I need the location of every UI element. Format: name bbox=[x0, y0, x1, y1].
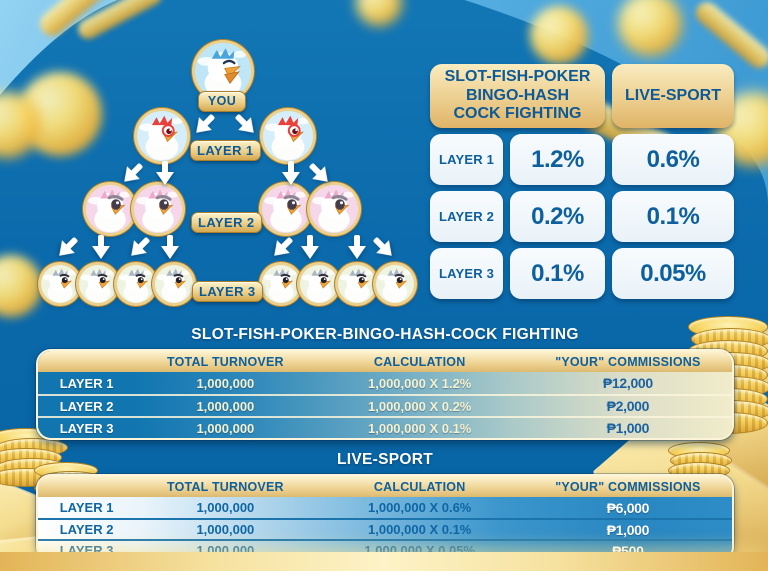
calculation-value: 1,000,000 X 0.6% bbox=[368, 500, 472, 515]
rate-row-label: LAYER 1 bbox=[430, 134, 503, 185]
table-row: LAYER 1 1,000,000 1,000,000 X 1.2% ₱12,0… bbox=[38, 372, 732, 394]
down-arrow-icon bbox=[348, 235, 366, 261]
rate-value-sport: 0.1% bbox=[612, 191, 734, 242]
gold-coin-icon bbox=[618, 0, 682, 56]
down-arrow-icon bbox=[301, 235, 319, 261]
live-sport-section-title: LIVE-SPORT bbox=[336, 451, 433, 468]
layer-2-avatar bbox=[134, 185, 182, 233]
table-header-row: TOTAL TURNOVER CALCULATION "YOUR" COMMIS… bbox=[38, 351, 732, 372]
layer-3-avatar bbox=[41, 265, 79, 303]
layer-3-avatar bbox=[338, 265, 376, 303]
row-label: LAYER 3 bbox=[59, 420, 114, 436]
turnover-value: 1,000,000 bbox=[196, 500, 255, 515]
layer-3-avatar bbox=[376, 265, 414, 303]
layer-3-avatar bbox=[155, 265, 193, 303]
table-row: LAYER 3 1,000,000 1,000,000 X 0.1% ₱1,00… bbox=[38, 416, 732, 438]
down-arrow-icon bbox=[156, 161, 174, 187]
layer-2-avatar bbox=[86, 185, 134, 233]
row-label: LAYER 2 bbox=[59, 522, 114, 537]
column-header-your-commissions: "YOUR" COMMISSIONS bbox=[555, 479, 701, 494]
down-arrow-icon bbox=[123, 232, 154, 263]
rate-row-label: LAYER 3 bbox=[430, 248, 503, 299]
games-section-title: SLOT-FISH-POKER-BINGO-HASH-COCK FIGHTING bbox=[191, 326, 579, 343]
turnover-value: 1,000,000 bbox=[196, 398, 255, 414]
layer-3-badge: LAYER 3 bbox=[192, 281, 263, 302]
table-row: LAYER 2 1,000,000 1,000,000 X 0.2% ₱2,00… bbox=[38, 394, 732, 416]
layer-2-badge: LAYER 2 bbox=[191, 212, 262, 233]
layer-3-avatar bbox=[262, 265, 300, 303]
down-arrow-icon bbox=[92, 235, 110, 261]
layer-2-avatar bbox=[262, 185, 310, 233]
commission-value: ₱6,000 bbox=[606, 499, 650, 516]
you-badge: YOU bbox=[198, 91, 246, 112]
commission-value: ₱1,000 bbox=[606, 521, 650, 538]
rate-row-label: LAYER 2 bbox=[430, 191, 503, 242]
row-label: LAYER 1 bbox=[59, 375, 114, 391]
turnover-value: 1,000,000 bbox=[196, 420, 255, 436]
games-commission-table: TOTAL TURNOVER CALCULATION "YOUR" COMMIS… bbox=[36, 349, 734, 440]
layer-2-avatar bbox=[310, 185, 358, 233]
down-arrow-icon bbox=[116, 158, 147, 189]
down-arrow-icon bbox=[282, 161, 300, 187]
turnover-value: 1,000,000 bbox=[196, 522, 255, 537]
live-sport-commission-section: LIVE-SPORT TOTAL TURNOVER CALCULATION "Y… bbox=[36, 451, 734, 562]
commission-value: ₱2,000 bbox=[606, 398, 650, 414]
commission-value: ₱12,000 bbox=[602, 375, 653, 391]
commission-rate-table: SLOT-FISH-POKER BINGO-HASH COCK FIGHTING… bbox=[430, 64, 737, 299]
calculation-value: 1,000,000 X 0.1% bbox=[368, 420, 472, 436]
layer-3-avatar bbox=[117, 265, 155, 303]
table-row: LAYER 1 1,000,000 1,000,000 X 0.6% ₱6,00… bbox=[38, 497, 732, 518]
calculation-value: 1,000,000 X 1.2% bbox=[368, 375, 472, 391]
rate-header-live-sport: LIVE-SPORT bbox=[612, 64, 734, 128]
down-arrow-icon bbox=[188, 109, 219, 140]
rate-value-sport: 0.6% bbox=[612, 134, 734, 185]
referral-pyramid: YOU LAYER 1 LAYER 2 LAYER 3 bbox=[25, 35, 430, 317]
column-header-total-turnover: TOTAL TURNOVER bbox=[167, 354, 284, 369]
rate-value-games: 0.2% bbox=[510, 191, 605, 242]
layer-1-avatar bbox=[137, 111, 187, 161]
down-arrow-icon bbox=[266, 232, 297, 263]
row-label: LAYER 2 bbox=[59, 398, 114, 414]
rate-header-games: SLOT-FISH-POKER BINGO-HASH COCK FIGHTING bbox=[430, 64, 605, 128]
down-arrow-icon bbox=[368, 232, 399, 263]
down-arrow-icon bbox=[51, 232, 82, 263]
live-sport-commission-table: TOTAL TURNOVER CALCULATION "YOUR" COMMIS… bbox=[36, 474, 734, 562]
rate-value-games: 0.1% bbox=[510, 248, 605, 299]
layer-3-avatar bbox=[79, 265, 117, 303]
down-arrow-icon bbox=[230, 109, 261, 140]
layer-1-avatar bbox=[263, 111, 313, 161]
calculation-value: 1,000,000 X 0.2% bbox=[368, 398, 472, 414]
calculation-value: 1,000,000 X 0.1% bbox=[368, 522, 472, 537]
table-row: LAYER 2 1,000,000 1,000,000 X 0.1% ₱1,00… bbox=[38, 518, 732, 539]
column-header-your-commissions: "YOUR" COMMISSIONS bbox=[555, 354, 701, 369]
commission-value: ₱1,000 bbox=[606, 420, 650, 436]
rate-value-sport: 0.05% bbox=[612, 248, 734, 299]
column-header-total-turnover: TOTAL TURNOVER bbox=[167, 479, 284, 494]
you-avatar bbox=[195, 43, 251, 99]
gold-coin-icon bbox=[530, 6, 588, 64]
table-header-row: TOTAL TURNOVER CALCULATION "YOUR" COMMIS… bbox=[38, 476, 732, 497]
rate-value-games: 1.2% bbox=[510, 134, 605, 185]
bottom-gold-band bbox=[0, 552, 768, 571]
column-header-calculation: CALCULATION bbox=[373, 479, 466, 494]
games-commission-section: SLOT-FISH-POKER-BINGO-HASH-COCK FIGHTING… bbox=[36, 326, 734, 440]
column-header-calculation: CALCULATION bbox=[373, 354, 466, 369]
layer-1-badge: LAYER 1 bbox=[190, 140, 261, 161]
layer-3-avatar bbox=[300, 265, 338, 303]
turnover-value: 1,000,000 bbox=[196, 375, 255, 391]
down-arrow-icon bbox=[161, 235, 179, 261]
row-label: LAYER 1 bbox=[59, 500, 114, 515]
